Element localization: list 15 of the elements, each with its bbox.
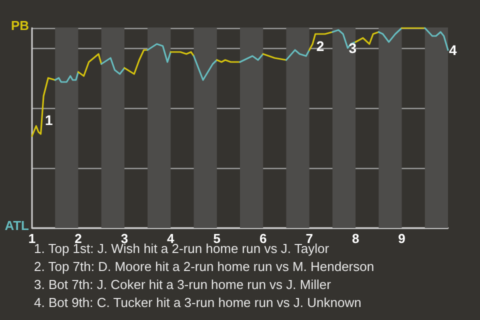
text: ATL xyxy=(4,218,30,233)
x-tick-label: 5 xyxy=(213,231,221,246)
x-tick-label: 1 xyxy=(28,231,36,246)
x-tick-label: 9 xyxy=(398,231,406,246)
text: 4. Bot 9th: C. Tucker hit a 3-run home run vs J. Unknown xyxy=(34,295,362,310)
x-tick-label: 6 xyxy=(259,231,267,246)
text: 3. Bot 7th: J. Coker hit a 3-run home run vs J. Miller xyxy=(34,277,332,292)
x-tick-label: 8 xyxy=(352,231,360,246)
annotation: 3 xyxy=(348,40,357,56)
annotation: 2 xyxy=(316,38,324,54)
x-tick-label: 7 xyxy=(306,231,313,246)
text: 2. Top 7th: D. Moore hit a 2-run home run vs M. Henderson xyxy=(34,259,374,274)
annotation: 4 xyxy=(449,42,457,58)
annotation: 1 xyxy=(45,112,54,128)
text: PB xyxy=(10,18,29,33)
